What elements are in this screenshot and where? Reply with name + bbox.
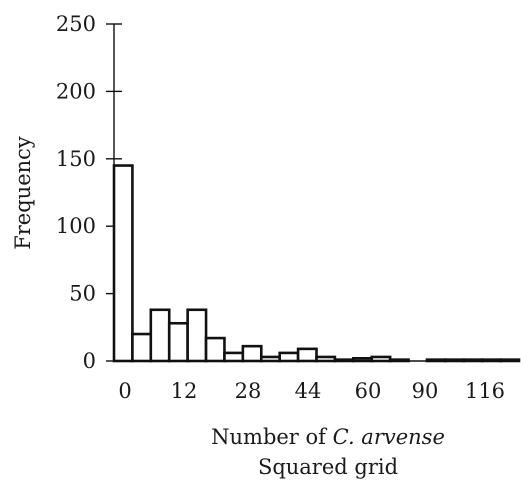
x-axis-title-species: C. arvense xyxy=(333,425,445,449)
x-axis-title: Number of C. arvense xyxy=(211,425,445,449)
chart-subtitle: Squared grid xyxy=(258,455,398,479)
histogram-bar xyxy=(204,336,226,363)
histogram-bar xyxy=(131,332,153,363)
histogram-bar xyxy=(149,308,171,363)
x-tick-label: 12 xyxy=(171,379,198,403)
x-tick-label: 44 xyxy=(295,379,322,403)
x-axis-title-prefix: Number of xyxy=(211,425,333,449)
x-tick-label: 116 xyxy=(465,379,505,403)
x-tick-label: 28 xyxy=(235,379,262,403)
histogram-bar xyxy=(223,351,245,363)
y-tick-label: 150 xyxy=(56,147,96,171)
histogram-bar xyxy=(278,351,300,363)
x-axis: 0 12 28 44 60 90 116 xyxy=(114,360,519,403)
y-tick-label: 250 xyxy=(56,12,96,36)
y-tick-label: 200 xyxy=(56,79,96,103)
y-tick-label: 50 xyxy=(69,282,96,306)
y-tick-label: 100 xyxy=(56,214,96,238)
histogram-bar xyxy=(167,321,189,363)
x-tick-label: 0 xyxy=(118,379,131,403)
x-tick-label: 90 xyxy=(412,379,439,403)
histogram-bar xyxy=(296,347,318,363)
y-tick-label: 0 xyxy=(83,349,96,373)
histogram-bar xyxy=(241,344,263,363)
x-tick-label: 60 xyxy=(355,379,382,403)
histogram-bar xyxy=(112,164,134,363)
histogram-bar xyxy=(186,308,208,363)
y-axis: 0 50 100 150 200 250 xyxy=(56,12,122,373)
bars xyxy=(112,164,521,363)
y-axis-title: Frequency xyxy=(11,136,35,250)
